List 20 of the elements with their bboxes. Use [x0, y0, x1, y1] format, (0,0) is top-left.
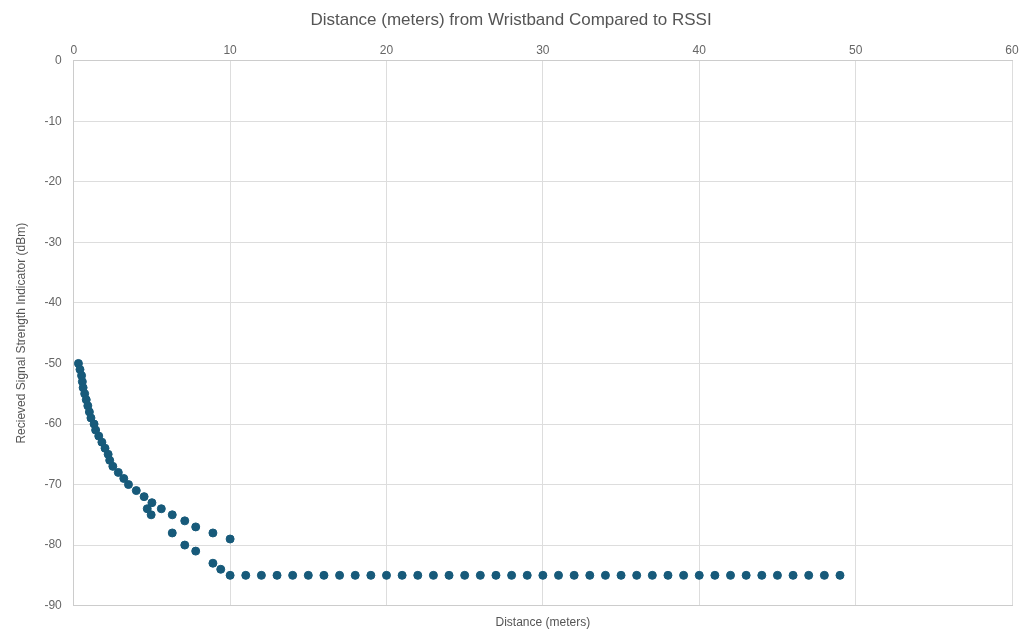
x-tick-label: 50 — [848, 42, 863, 57]
y-axis-title: Recieved Signal Strength Indicator (dBm) — [13, 222, 28, 444]
y-tick-label: -10 — [44, 113, 63, 128]
y-tick-label: -90 — [44, 597, 63, 612]
x-tick-label: 0 — [70, 42, 78, 57]
y-tick-label: -20 — [44, 174, 63, 189]
x-tick-label: 60 — [1005, 42, 1019, 57]
y-tick-label: 0 — [55, 53, 63, 68]
x-axis-title: Distance (meters) — [495, 615, 591, 630]
y-tick-label: -50 — [44, 355, 63, 370]
x-tick-label: 30 — [536, 42, 550, 57]
y-tick-label: -80 — [44, 537, 63, 552]
y-tick-label: -70 — [44, 476, 63, 491]
y-tick-label: -30 — [44, 234, 63, 249]
y-tick-label: -40 — [44, 295, 63, 310]
x-tick-label: 10 — [223, 42, 238, 57]
y-tick-label: -60 — [44, 416, 63, 431]
chart-title: Distance (meters) from Wristband Compared to RSSI — [310, 9, 712, 29]
x-tick-label: 40 — [692, 42, 707, 57]
x-tick-label: 20 — [379, 42, 394, 57]
